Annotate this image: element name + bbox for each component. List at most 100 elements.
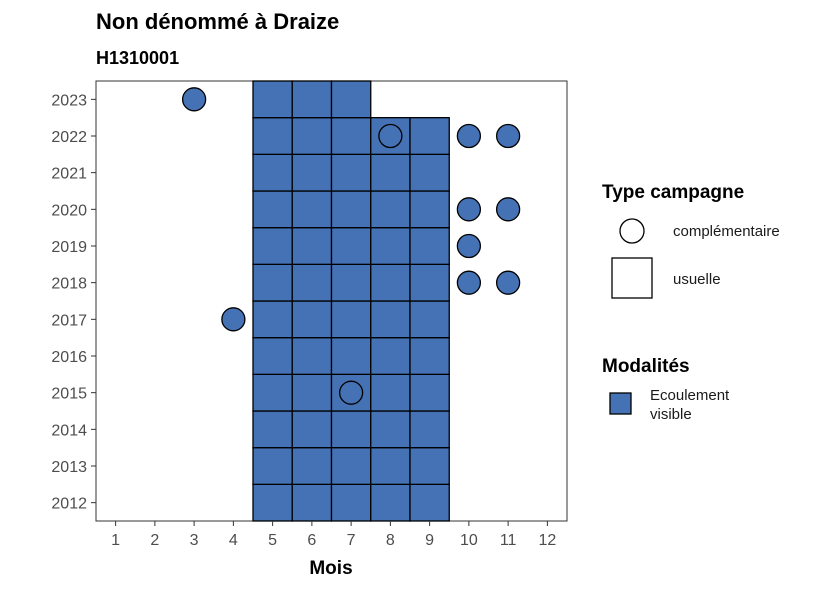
tile-usuelle xyxy=(330,117,372,155)
tile-usuelle xyxy=(330,263,372,302)
tile-usuelle xyxy=(291,80,333,119)
legend-type-title: Type campagne xyxy=(602,182,744,203)
y-tick-label: 2018 xyxy=(51,276,87,293)
tile-usuelle xyxy=(252,373,293,412)
y-tick-label: 2021 xyxy=(51,166,87,183)
point-complementaire xyxy=(456,197,482,222)
tile-usuelle xyxy=(409,373,450,412)
point-complementaire xyxy=(495,123,521,149)
legend-item-complementaire: complémentaire xyxy=(673,223,780,240)
tile-usuelle xyxy=(291,483,333,522)
y-tick-label: 2015 xyxy=(51,386,87,403)
tile-usuelle xyxy=(409,190,450,229)
x-tick-label: 10 xyxy=(460,532,478,549)
x-tick-label: 3 xyxy=(190,532,199,549)
x-tick-label: 11 xyxy=(500,532,517,549)
legend-fill-key xyxy=(609,392,632,415)
point-complementaire xyxy=(495,270,521,295)
point-complementaire xyxy=(456,270,482,295)
point-complementaire xyxy=(378,123,403,149)
x-tick-label: 1 xyxy=(111,532,120,549)
tile-usuelle xyxy=(370,373,411,412)
tile-usuelle xyxy=(291,263,333,302)
x-tick-label: 8 xyxy=(386,532,395,549)
legend-circle-key xyxy=(619,218,645,244)
point-complementaire xyxy=(338,380,364,405)
chart-title: Non dénommé à Draize xyxy=(96,9,339,34)
legend-square-key xyxy=(611,257,653,299)
tile-usuelle xyxy=(252,80,293,119)
point-complementaire xyxy=(456,233,482,259)
tile-usuelle xyxy=(330,227,372,265)
tile-usuelle xyxy=(330,190,372,229)
tile-usuelle xyxy=(330,447,372,485)
tile-usuelle xyxy=(370,227,411,265)
y-tick-label: 2016 xyxy=(51,349,87,366)
point-complementaire xyxy=(456,123,482,149)
x-tick-label: 7 xyxy=(347,532,356,549)
tile-usuelle xyxy=(291,373,333,412)
tile-usuelle xyxy=(252,153,293,192)
tile-usuelle xyxy=(291,300,333,339)
tile-usuelle xyxy=(409,117,450,155)
tile-usuelle xyxy=(370,153,411,192)
legend-modalite-title: Modalités xyxy=(602,356,690,377)
legend-item-modalite: Ecoulement visible xyxy=(650,387,733,423)
tile-usuelle xyxy=(370,410,411,449)
tile-usuelle xyxy=(291,190,333,229)
tile-usuelle xyxy=(370,263,411,302)
chart-subtitle: H1310001 xyxy=(96,48,179,68)
tile-usuelle xyxy=(252,483,293,522)
y-tick-label: 2019 xyxy=(51,239,87,256)
tile-usuelle xyxy=(252,337,293,375)
tile-usuelle xyxy=(370,300,411,339)
tile-usuelle xyxy=(370,447,411,485)
tile-usuelle xyxy=(252,263,293,302)
y-tick-label: 2020 xyxy=(51,202,87,219)
tile-usuelle xyxy=(330,410,372,449)
x-axis-label: Mois xyxy=(309,558,352,579)
tile-usuelle xyxy=(409,153,450,192)
tile-usuelle xyxy=(409,337,450,375)
tile-usuelle xyxy=(409,447,450,485)
tile-usuelle xyxy=(409,483,450,522)
tile-usuelle xyxy=(409,263,450,302)
y-tick-label: 2013 xyxy=(51,459,87,476)
tile-usuelle xyxy=(370,483,411,522)
point-complementaire xyxy=(181,87,207,112)
tile-usuelle xyxy=(291,410,333,449)
tile-usuelle xyxy=(409,410,450,449)
tiles-layer xyxy=(252,80,450,522)
x-tick-label: 6 xyxy=(307,532,316,549)
y-tick-label: 2014 xyxy=(51,422,87,439)
tile-usuelle xyxy=(252,410,293,449)
tile-usuelle xyxy=(330,300,372,339)
tile-usuelle xyxy=(330,337,372,375)
y-axis: 2012 2013 2014 2015 2016 2017 2018 2019 2020 2021… xyxy=(51,92,96,513)
tile-usuelle xyxy=(291,117,333,155)
tile-usuelle xyxy=(291,447,333,485)
x-tick-label: 5 xyxy=(268,532,277,549)
y-tick-label: 2012 xyxy=(51,496,87,513)
point-complementaire xyxy=(495,197,521,222)
tile-usuelle xyxy=(252,300,293,339)
tile-usuelle xyxy=(409,300,450,339)
tile-usuelle xyxy=(330,483,372,522)
y-tick-label: 2022 xyxy=(51,129,87,146)
tile-usuelle xyxy=(291,227,333,265)
x-axis: 1 2 3 4 5 6 7 8 9 10 11 12 xyxy=(111,521,556,549)
y-tick-label: 2023 xyxy=(51,92,87,109)
points-layer xyxy=(181,87,521,405)
legend-item-usuelle: usuelle xyxy=(673,271,721,288)
x-tick-label: 12 xyxy=(538,532,556,549)
tile-usuelle xyxy=(330,153,372,192)
x-tick-label: 4 xyxy=(229,532,238,549)
tile-usuelle xyxy=(370,190,411,229)
x-tick-label: 2 xyxy=(150,532,159,549)
tile-usuelle xyxy=(252,190,293,229)
tile-usuelle xyxy=(291,337,333,375)
tile-usuelle xyxy=(291,153,333,192)
tile-usuelle xyxy=(370,337,411,375)
tile-usuelle xyxy=(409,227,450,265)
